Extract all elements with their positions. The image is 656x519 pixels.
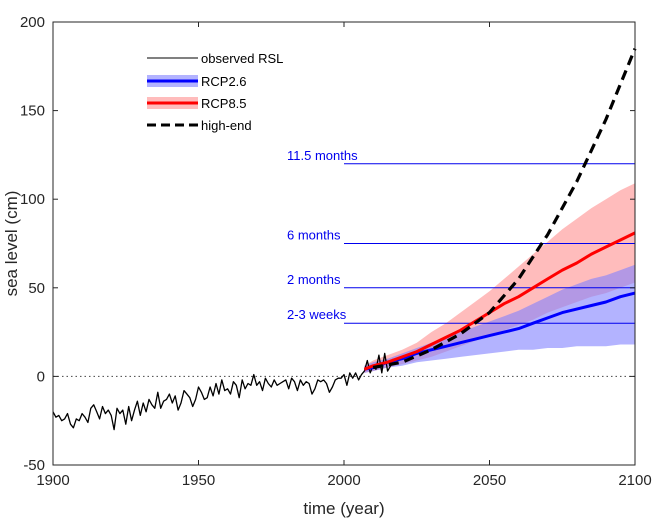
- y-tick-label: 50: [28, 280, 45, 297]
- band-rcp85: [364, 183, 635, 373]
- x-tick-label: 1900: [36, 472, 69, 489]
- legend-entry-observed: observed RSL: [147, 51, 283, 66]
- x-tick-label: 2000: [327, 472, 360, 489]
- x-tick-label: 2100: [618, 472, 651, 489]
- annotation-labels: 11.5 months 6 months 2 months 2-3 weeks: [287, 148, 358, 322]
- y-axis-ticks: -50 0 50 100 150 200: [20, 14, 635, 474]
- y-tick-label: 100: [20, 191, 45, 208]
- legend-label-observed: observed RSL: [201, 51, 283, 66]
- annotation-label-2-3-weeks: 2-3 weeks: [287, 307, 347, 322]
- y-tick-label: 0: [37, 368, 45, 385]
- annotation-label-6-months: 6 months: [287, 228, 341, 243]
- legend: observed RSL RCP2.6 RCP8.5 high-end: [147, 51, 283, 133]
- legend-label-rcp26: RCP2.6: [201, 74, 247, 89]
- annotation-label-2-months: 2 months: [287, 272, 341, 287]
- plot-area: 11.5 months 6 months 2 months 2-3 weeks: [52, 47, 637, 431]
- series-lines: [52, 47, 637, 431]
- x-axis-label: time (year): [303, 499, 384, 518]
- series-line-rcp85: [363, 231, 636, 371]
- legend-entry-highend: high-end: [147, 118, 252, 133]
- series-line-observed-rsl: [52, 352, 395, 431]
- legend-entry-rcp26: RCP2.6: [147, 74, 247, 89]
- series-line-rcp26: [364, 291, 636, 371]
- x-tick-label: 2050: [473, 472, 506, 489]
- y-tick-label: -50: [23, 457, 45, 474]
- legend-entry-rcp85: RCP8.5: [147, 96, 247, 111]
- y-tick-label: 200: [20, 14, 45, 31]
- legend-label-rcp85: RCP8.5: [201, 96, 247, 111]
- legend-label-highend: high-end: [201, 118, 252, 133]
- series-line-high-end: [372, 47, 637, 370]
- uncertainty-bands: [364, 183, 635, 373]
- annotation-label-11-5-months: 11.5 months: [287, 148, 358, 163]
- y-axis-label: sea level (cm): [2, 191, 21, 297]
- y-tick-label: 150: [20, 103, 45, 120]
- x-axis-ticks: 1900 1950 2000 2050 2100: [36, 22, 652, 489]
- x-tick-label: 1950: [182, 472, 215, 489]
- band-rcp26: [364, 264, 635, 373]
